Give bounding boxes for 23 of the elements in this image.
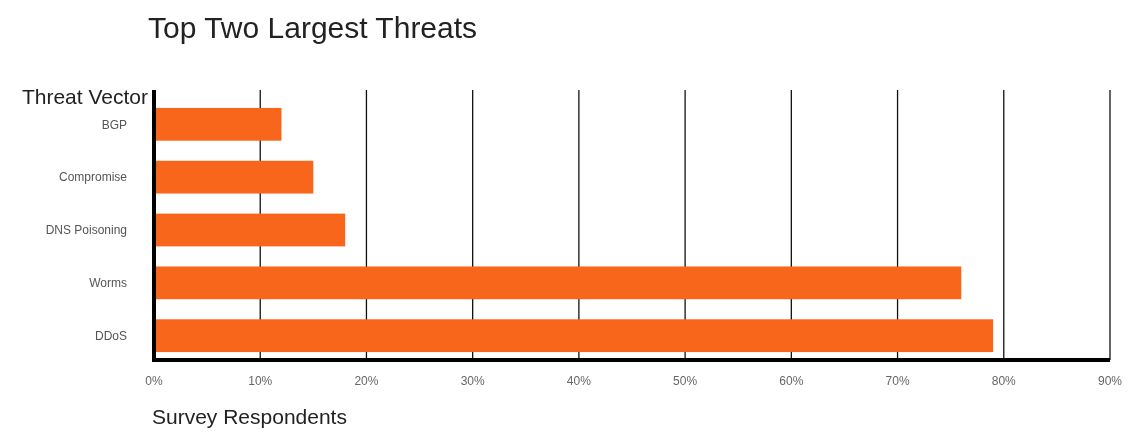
x-tick-label: 80% [991, 374, 1017, 388]
y-tick-label: DDoS [94, 328, 127, 343]
x-tick-label: 60% [779, 374, 804, 388]
bar [154, 266, 962, 300]
bar [154, 107, 282, 141]
bar [154, 319, 994, 353]
x-tick-label: 30% [460, 374, 485, 388]
x-tick-label: 70% [885, 374, 910, 388]
y-tick-label: Worms [89, 276, 127, 291]
x-tick-label: 20% [354, 374, 379, 388]
x-axis-title: Survey Respondents [152, 405, 347, 428]
bar [154, 213, 346, 247]
x-tick-label: 40% [566, 374, 592, 388]
x-tick-label: 10% [248, 374, 273, 388]
bar [154, 160, 314, 194]
y-tick-label: DNS Poisoning [45, 223, 127, 238]
x-tick-label: 50% [673, 374, 698, 388]
y-tick-label: BGP [101, 117, 127, 132]
x-tick-label: 0% [145, 374, 163, 388]
y-tick-label: Compromise [58, 170, 128, 185]
x-tick-label: 90% [1097, 374, 1123, 388]
y-axis-title: Threat Vector [21, 85, 149, 108]
chart-title: Top Two Largest Threats [148, 11, 478, 44]
